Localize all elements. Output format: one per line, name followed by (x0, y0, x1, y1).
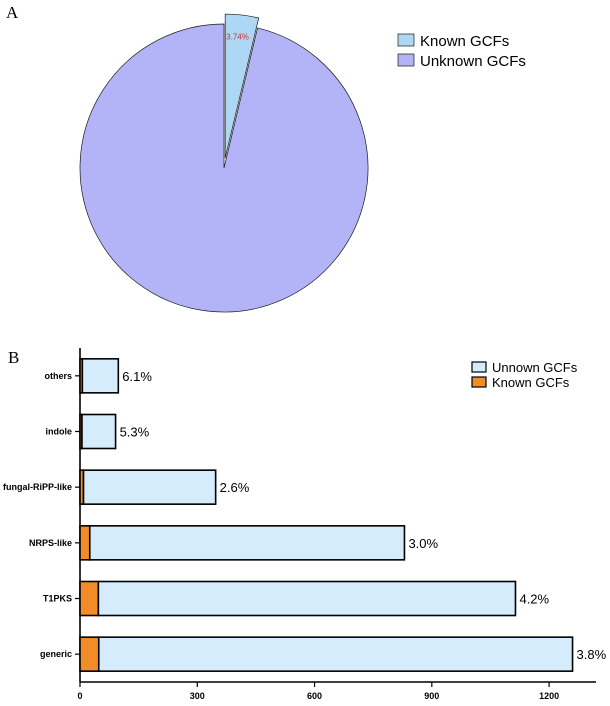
bar-unnown-gcfs-nrps-like (88, 525, 406, 561)
legend-label-unknown-gcfs: Unknown GCFs (420, 53, 526, 70)
bar-data-label-generic: 3.8% (577, 647, 607, 662)
bar-data-label-nrps-like: 3.0% (408, 536, 438, 551)
pie-slice-unknown-gcfs (79, 23, 369, 313)
panel-b-label: B (8, 348, 19, 367)
bar-unnown-gcfs-generic (97, 636, 574, 672)
bar-unnown-gcfs-others (81, 358, 120, 394)
bar-known-gcfs-generic (79, 636, 100, 672)
pie-slice-known-gcfs (224, 13, 260, 159)
bar-unnown-gcfs-t1pks (97, 580, 517, 617)
category-label-indole: indole (46, 427, 73, 437)
legend-label-known-gcfs: Known GCFs (492, 375, 570, 390)
legend-swatch-unnown-gcfs (471, 361, 487, 373)
bar-data-label-t1pks: 4.2% (519, 592, 549, 607)
legend-swatch-known-gcfs (397, 33, 415, 47)
category-label-others: others (44, 371, 72, 381)
x-tick-label: 600 (307, 691, 322, 701)
legend-swatch-unknown-gcfs (397, 53, 415, 67)
category-label-t1pks: T1PKS (43, 594, 72, 604)
legend-swatch-known-gcfs (471, 376, 487, 388)
pie-slice-label: 3.74% (226, 33, 249, 42)
bar-known-gcfs-nrps-like (79, 525, 91, 561)
category-label-nrps-like: NRPS-like (29, 538, 72, 548)
x-tick-label: 1200 (539, 691, 559, 701)
category-label-generic: generic (40, 649, 72, 659)
category-label-fungal-ripp-like: fungal-RiPP-like (3, 482, 72, 492)
bar-unnown-gcfs-indole (81, 413, 117, 450)
bar-data-label-fungal-ripp-like: 2.6% (220, 480, 250, 495)
pie-legend: Known GCFs Unknown GCFs (397, 33, 526, 70)
legend-label-unnown-gcfs: Unnown GCFs (492, 360, 578, 375)
bar-data-label-indole: 5.3% (120, 425, 150, 440)
bar-chart: 0 300 600 900 1200 generic 3.8% T1PKS 4.2% NRPS-l… (3, 348, 607, 701)
legend-label-known-gcfs: Known GCFs (420, 33, 509, 50)
bar-known-gcfs-t1pks (79, 580, 100, 617)
panel-a-label: A (6, 3, 19, 22)
x-tick-label: 900 (424, 691, 439, 701)
x-tick-label: 0 (77, 691, 82, 701)
pie-chart: 3.74% (79, 13, 369, 313)
bar-data-label-others: 6.1% (122, 369, 152, 384)
bar-unnown-gcfs-fungal-ripp-like (82, 469, 217, 505)
x-tick-label: 300 (190, 691, 205, 701)
